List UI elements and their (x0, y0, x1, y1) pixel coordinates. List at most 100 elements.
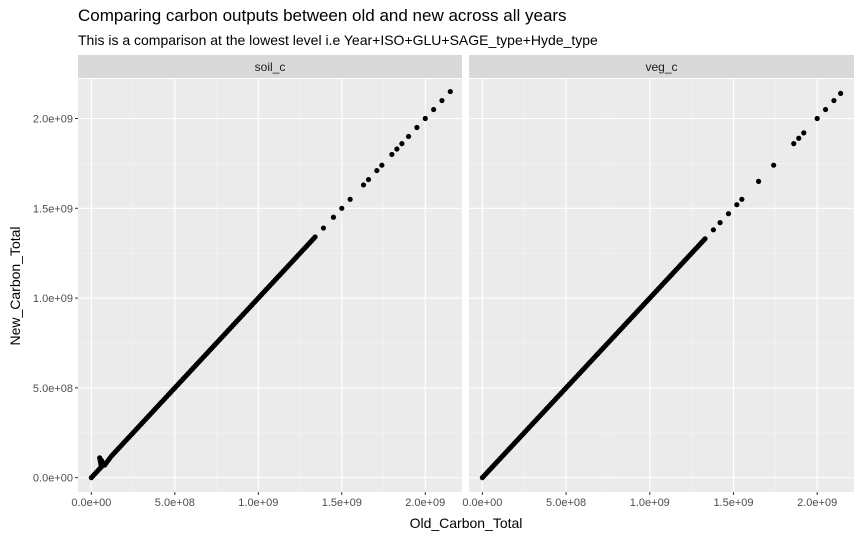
data-point (365, 176, 372, 183)
facet-strip (469, 55, 854, 78)
chart-subtitle: This is a comparison at the lowest level… (78, 32, 598, 48)
data-point (672, 268, 678, 274)
data-point (128, 431, 135, 438)
data-point (112, 449, 118, 456)
x-axis-title: Old_Carbon_Total (410, 515, 523, 531)
y-axis-title: New_Carbon_Total (7, 226, 23, 345)
data-point (488, 466, 494, 472)
data-point (838, 90, 844, 96)
data-point (117, 444, 123, 450)
data-point (662, 279, 668, 285)
data-point (302, 245, 308, 251)
data-point (103, 460, 109, 466)
data-point (831, 97, 837, 104)
panel-soil_c: soil_c 0.0e+00 5.0e+08 1.0e+09 1.5e+09 2.0e+0… (71, 55, 462, 509)
data-point (439, 97, 445, 104)
data-point (284, 264, 290, 271)
facet-strip (78, 55, 462, 78)
data-point (700, 238, 706, 244)
data-point (615, 329, 621, 335)
x-tick-label: 0.0e+00 (462, 497, 502, 509)
data-point (755, 178, 762, 184)
data-point (414, 124, 420, 131)
data-point (431, 106, 437, 113)
panels-layer: soil_c 0.0e+00 5.0e+08 1.0e+09 1.5e+09 2.0e+0… (71, 55, 854, 509)
data-point (645, 297, 651, 303)
data-point (498, 455, 504, 461)
data-point (422, 115, 428, 122)
y-tick-label: 2.0e+09 (33, 114, 73, 126)
data-point (250, 300, 256, 307)
facet-strip-label: soil_c (255, 60, 286, 74)
data-point (822, 106, 829, 113)
data-point (259, 291, 265, 298)
data-point (682, 257, 688, 263)
y-tick-label: 1.5e+09 (33, 203, 73, 215)
data-point (504, 448, 511, 454)
x-tick-label: 2.0e+09 (405, 497, 445, 509)
data-point (208, 345, 215, 351)
x-tick-label: 1.0e+09 (630, 497, 670, 509)
x-tick-label: 5.0e+08 (546, 497, 586, 509)
data-point (155, 403, 161, 409)
data-point (538, 412, 544, 418)
data-point (379, 162, 385, 168)
data-point (330, 214, 337, 220)
data-point (692, 246, 698, 253)
data-point (294, 254, 300, 260)
data-point (791, 141, 797, 147)
data-point (725, 211, 732, 217)
data-point (142, 417, 148, 423)
data-point (347, 196, 353, 202)
data-point (524, 426, 531, 432)
panel-veg_c: veg_c 0.0e+00 5.0e+08 1.0e+09 1.5e+09 2.0e+09 (462, 55, 854, 509)
x-tick-label: 1.5e+09 (713, 497, 753, 509)
chart-title: Comparing carbon outputs between old and… (78, 6, 567, 25)
data-point (447, 88, 453, 95)
data-point (739, 196, 745, 202)
data-point (320, 225, 327, 231)
data-point (635, 308, 641, 314)
data-point (389, 151, 395, 158)
data-point (374, 167, 380, 174)
data-point (814, 115, 820, 122)
data-point (625, 318, 631, 325)
x-tick-label: 0.0e+00 (71, 497, 111, 509)
data-point (170, 387, 176, 393)
data-point (394, 146, 400, 152)
data-point (605, 340, 611, 346)
data-point (267, 282, 273, 289)
data-point (586, 360, 593, 366)
x-tick-label: 1.5e+09 (322, 497, 362, 509)
data-point (310, 236, 317, 242)
data-point (653, 288, 660, 294)
data-point (771, 162, 777, 168)
data-point (561, 387, 568, 393)
data-point (234, 318, 240, 325)
data-point (710, 227, 716, 233)
data-point (531, 419, 537, 425)
data-point (511, 440, 517, 447)
data-point (405, 133, 412, 140)
data-point (148, 410, 155, 416)
data-point (339, 205, 345, 211)
y-tick-label: 5.0e+08 (33, 383, 73, 395)
x-tick-label: 1.0e+09 (238, 497, 278, 509)
data-point (360, 182, 367, 188)
data-point (553, 396, 559, 402)
data-point (545, 405, 551, 411)
data-point (178, 378, 185, 384)
y-tick-label: 0.0e+00 (33, 473, 73, 485)
y-axis: 0.0e+00 5.0e+08 1.0e+09 1.5e+09 2.0e+09 (33, 114, 78, 485)
data-point (242, 309, 248, 316)
data-point (217, 336, 223, 342)
data-point (578, 369, 584, 375)
data-point (122, 439, 128, 445)
facet-strip-label: veg_c (645, 60, 677, 74)
data-point (107, 455, 113, 461)
data-point (202, 352, 208, 359)
x-tick-label: 2.0e+09 (797, 497, 837, 509)
data-point (193, 361, 200, 368)
data-point (801, 130, 807, 136)
